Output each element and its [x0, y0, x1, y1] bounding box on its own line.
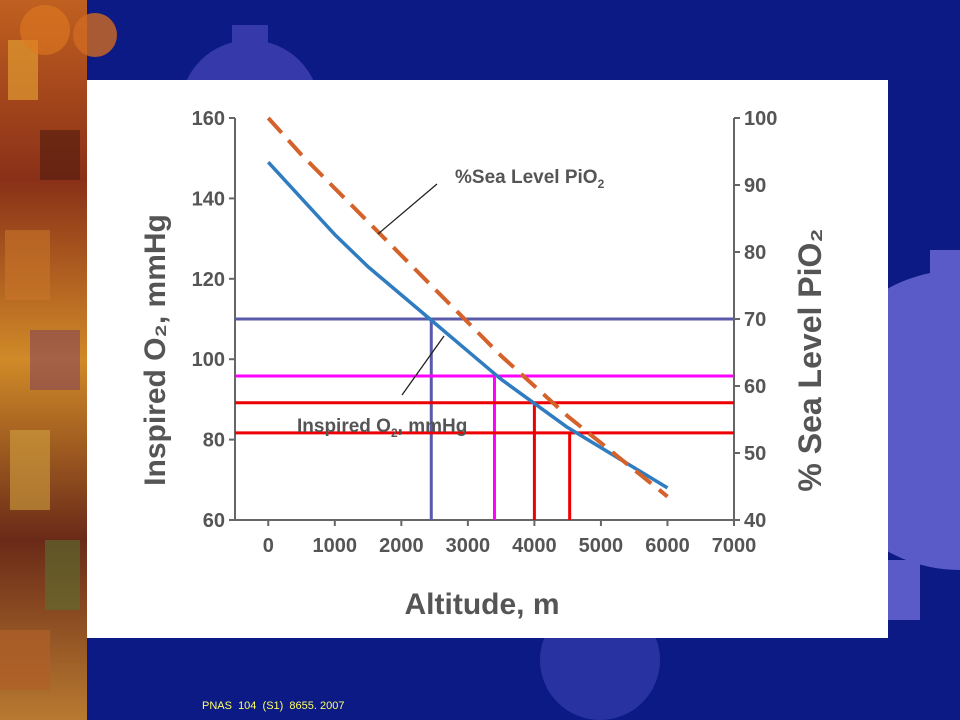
y-left-tick-label: 80: [203, 430, 225, 452]
annotation-sealevel-label: %Sea Level PiO2: [455, 167, 605, 191]
y-axis-right-label: % Sea Level PiO₂: [792, 228, 828, 491]
x-axis-label: Altitude, m: [405, 588, 560, 621]
annotation-leader-line: [401, 335, 445, 396]
x-tick-label: 1000: [313, 535, 358, 557]
y-left-tick-label: 120: [192, 269, 225, 291]
y-left-tick-label: 100: [192, 349, 225, 371]
x-tick-label: 5000: [579, 535, 624, 557]
y-axis-left-label: Inspired O₂, mmHg: [139, 214, 172, 486]
x-tick-label: 6000: [645, 535, 690, 557]
y-right-tick-label: 70: [744, 309, 766, 331]
annotation-inspired-sub: 2: [391, 426, 398, 440]
x-tick-label: 7000: [712, 535, 757, 557]
data-series: [266, 116, 669, 499]
series-sealevel-percent-line: [266, 116, 669, 499]
series-inspired-o2-line: [266, 161, 669, 490]
chart-panel: 0 1000 2000 3000 4000 5000 6000 7000 60 80 100 120 1…: [87, 80, 888, 638]
y-right-tick-label: 100: [744, 108, 777, 130]
annotation-sealevel-main: %Sea Level PiO: [455, 167, 598, 188]
y-right-tick-label: 40: [744, 510, 766, 532]
y-right-tick-label: 50: [744, 443, 766, 465]
x-tick-label: 4000: [512, 535, 557, 557]
y-left-tick-label: 60: [203, 510, 225, 532]
annotation-leader-line: [377, 183, 438, 235]
y-left-tick-label: 160: [192, 108, 225, 130]
citation-text: PNAS 104 (S1) 8655. 2007: [202, 700, 345, 712]
gear-icon: [73, 13, 117, 57]
altitude-chart: 0 1000 2000 3000 4000 5000 6000 7000 60 80 100 120 1…: [139, 108, 828, 621]
y-right-tick-label: 80: [744, 242, 766, 264]
annotation-inspired-tail: , mmHg: [398, 416, 468, 437]
tick-labels: 0 1000 2000 3000 4000 5000 6000 7000 60 80 100 120 1…: [192, 108, 778, 557]
y-right-tick-label: 60: [744, 376, 766, 398]
y-left-tick-label: 140: [192, 188, 225, 210]
annotation-inspired-label: Inspired O2, mmHg: [297, 416, 467, 440]
x-tick-label: 0: [263, 535, 274, 557]
annotation-inspired-main: Inspired O: [297, 416, 391, 437]
y-right-tick-label: 90: [744, 175, 766, 197]
x-tick-label: 3000: [446, 535, 491, 557]
x-tick-label: 2000: [379, 535, 424, 557]
left-decorative-strip: [0, 0, 87, 720]
reference-lines: [235, 317, 734, 520]
annotation-sealevel-sub: 2: [598, 177, 605, 191]
